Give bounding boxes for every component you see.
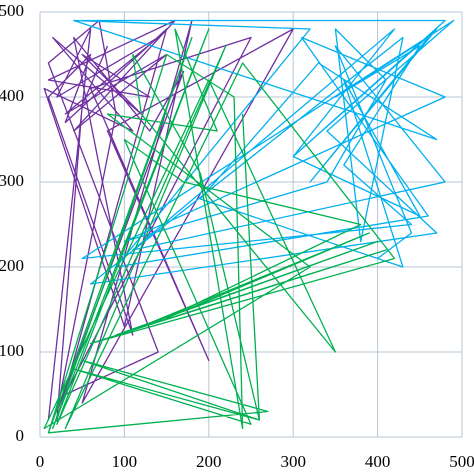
x-tick-label: 400 [365,452,391,471]
x-tick-label: 300 [280,452,306,471]
series-line [73,19,455,285]
x-tick-label: 100 [112,452,138,471]
y-tick-label: 300 [0,171,24,190]
x-tick-label: 0 [36,452,45,471]
x-tick-label: 200 [196,452,222,471]
y-tick-label: 400 [0,86,24,105]
series-line [43,19,294,421]
series-line [43,28,396,434]
y-tick-label: 500 [0,1,24,20]
x-tick-label: 500 [449,452,474,471]
y-tick-label: 200 [0,256,24,275]
y-tick-label: 0 [16,426,25,445]
y-tick-label: 100 [0,341,24,360]
